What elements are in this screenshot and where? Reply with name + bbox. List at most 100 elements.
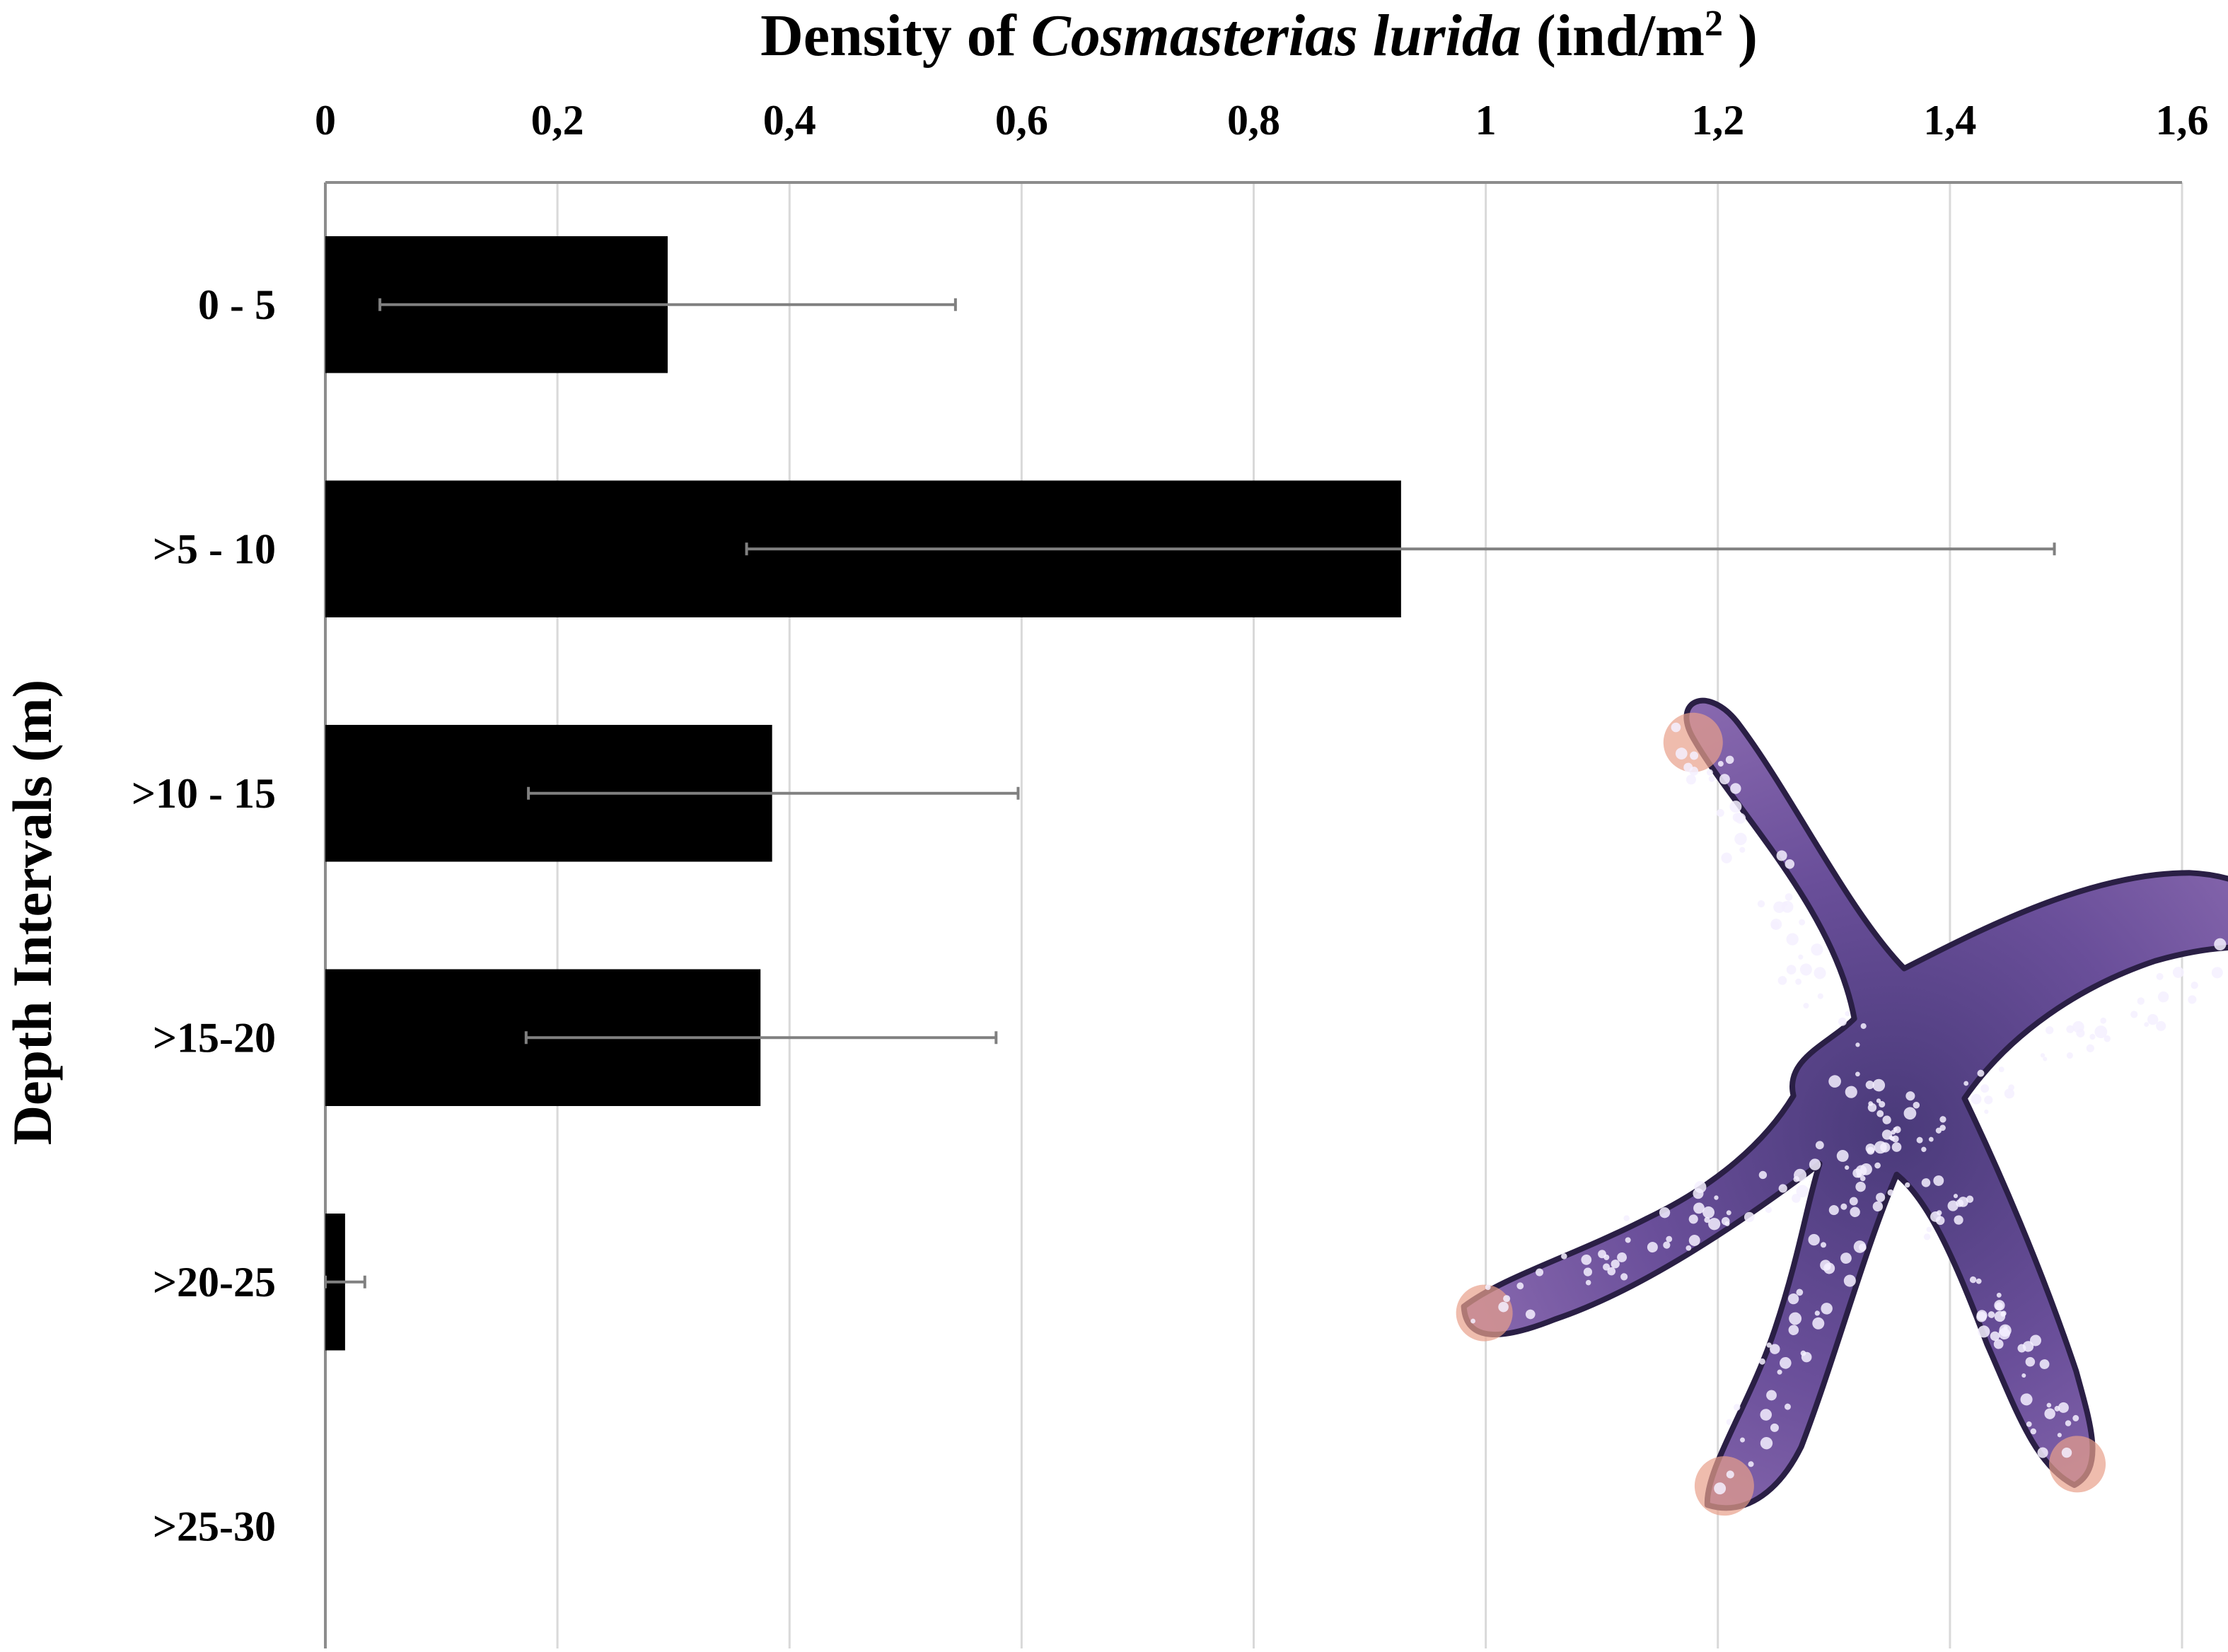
- starfish-spot: [2004, 1088, 2015, 1099]
- starfish-spot: [1963, 1081, 1969, 1086]
- starfish-spot: [2188, 995, 2197, 1004]
- starfish-spot: [1733, 1404, 1741, 1411]
- starfish-spot: [2130, 1011, 2138, 1018]
- starfish-spot: [1975, 1278, 1982, 1284]
- starfish-spot: [1786, 965, 1797, 975]
- starfish-spot: [1671, 722, 1681, 733]
- starfish-spot: [1721, 852, 1732, 863]
- starfish-spot: [1734, 832, 1747, 846]
- title-unit: (ind/m: [1521, 3, 1705, 69]
- starfish-spot: [1725, 755, 1734, 764]
- starfish-spot: [1933, 1175, 1944, 1186]
- starfish-spot: [1585, 1279, 1591, 1286]
- starfish-spot: [2057, 1433, 2062, 1438]
- starfish-spot: [1921, 1178, 1931, 1187]
- starfish-spot: [2065, 1420, 2072, 1426]
- starfish-spot: [1581, 1254, 1592, 1265]
- starfish-spot: [1905, 1182, 1910, 1188]
- starfish-spot: [1893, 1126, 1901, 1134]
- starfish-spot: [1808, 1233, 1820, 1246]
- starfish-spot: [1998, 1327, 2010, 1340]
- starfish-spot: [1923, 1233, 1931, 1240]
- starfish-spot: [1817, 993, 1823, 999]
- starfish-spot: [1792, 1194, 1801, 1203]
- starfish-spot: [2172, 967, 2184, 978]
- x-tick-label: 0,6: [995, 97, 1048, 144]
- starfish-spot: [2025, 1356, 2036, 1367]
- starfish-spot: [1685, 774, 1696, 785]
- starfish-spot: [1758, 1170, 1768, 1180]
- starfish-spot: [1726, 1210, 1731, 1216]
- starfish-spot: [1766, 1342, 1772, 1348]
- starfish-spot: [1976, 1310, 1988, 1321]
- starfish-spot: [1845, 1011, 1850, 1017]
- starfish-spot: [1935, 1216, 1945, 1226]
- starfish-spot: [1625, 1237, 1631, 1243]
- starfish-spot: [1798, 954, 1804, 960]
- starfish-spot: [1617, 1252, 1628, 1262]
- starfish-spot: [1996, 1292, 2002, 1298]
- starfish-spot: [2029, 1334, 2041, 1346]
- starfish-spot: [1788, 1325, 1799, 1336]
- starfish-spot: [1876, 1192, 1886, 1202]
- starfish-spot: [1690, 751, 1699, 760]
- starfish-spot: [2037, 1447, 2048, 1458]
- starfish-spot: [1887, 1189, 1894, 1196]
- x-tick-label: 0,8: [1227, 97, 1280, 144]
- starfish-spot: [1988, 1311, 1995, 1318]
- starfish-spot: [1470, 1318, 1475, 1324]
- starfish-spot: [2157, 991, 2169, 1003]
- starfish-spot: [1778, 1184, 1787, 1193]
- starfish-spot: [1905, 1091, 1915, 1101]
- starfish-spot: [1714, 1195, 1719, 1200]
- starfish-spot: [2211, 967, 2223, 979]
- starfish-spot: [1874, 1162, 1881, 1169]
- starfish-spot: [1785, 859, 1795, 869]
- starfish-spot: [1743, 1211, 1755, 1223]
- starfish-spot: [1803, 1003, 1809, 1009]
- starfish-spot: [1739, 847, 1746, 853]
- starfish-spots: [1470, 722, 2227, 1495]
- starfish-spot: [1880, 1142, 1891, 1153]
- starfish-spot: [1603, 1263, 1611, 1271]
- starfish-spot: [1872, 1078, 1886, 1092]
- starfish-spot: [1789, 1312, 1802, 1325]
- starfish-spot: [1855, 1042, 1860, 1047]
- starfish-spot: [2076, 1028, 2085, 1037]
- gridlines: [556, 182, 2183, 1648]
- category-label: >10 - 15: [132, 770, 276, 817]
- starfish-spot: [1903, 1107, 1917, 1120]
- starfish-spot: [2100, 1017, 2107, 1024]
- starfish-spot: [1498, 1301, 1509, 1313]
- starfish-spot: [1784, 1403, 1791, 1410]
- starfish-spot: [1868, 1101, 1874, 1106]
- starfish-spot: [2144, 1022, 2149, 1028]
- starfish-spot: [1503, 1295, 1511, 1303]
- starfish-spot: [1859, 1175, 1866, 1182]
- starfish-spot: [1823, 1262, 1835, 1274]
- starfish-spot: [1795, 978, 1802, 985]
- starfish-spot: [1726, 1419, 1733, 1425]
- error-bars: [324, 298, 2056, 1289]
- starfish-spot: [2066, 1025, 2075, 1033]
- starfish-spot: [1740, 1437, 1746, 1443]
- starfish-spot: [1702, 1206, 1715, 1218]
- starfish-spot: [2066, 1052, 2073, 1059]
- starfish-spot: [1977, 1069, 1985, 1077]
- starfish-spot: [1675, 748, 1688, 760]
- starfish-spot: [2137, 997, 2145, 1005]
- x-tick-labels: 0 0,2 0,4 0,6 0,8 1 1,2 1,4 1,6: [315, 97, 2209, 144]
- starfish-spot: [1891, 1142, 1902, 1152]
- starfish-spot: [1812, 1317, 1825, 1330]
- x-tick-label: 0,4: [763, 97, 816, 144]
- starfish-spot: [1780, 1356, 1792, 1369]
- starfish-spot: [2000, 1311, 2006, 1317]
- starfish-spot: [1916, 1136, 1923, 1144]
- x-tick-label: 1,2: [1691, 97, 1744, 144]
- starfish-spot: [1785, 893, 1793, 901]
- starfish-spot: [1620, 1273, 1628, 1281]
- x-tick-label: 0,2: [531, 97, 584, 144]
- starfish-spot: [2089, 1033, 2096, 1040]
- starfish-spot: [1858, 1243, 1867, 1252]
